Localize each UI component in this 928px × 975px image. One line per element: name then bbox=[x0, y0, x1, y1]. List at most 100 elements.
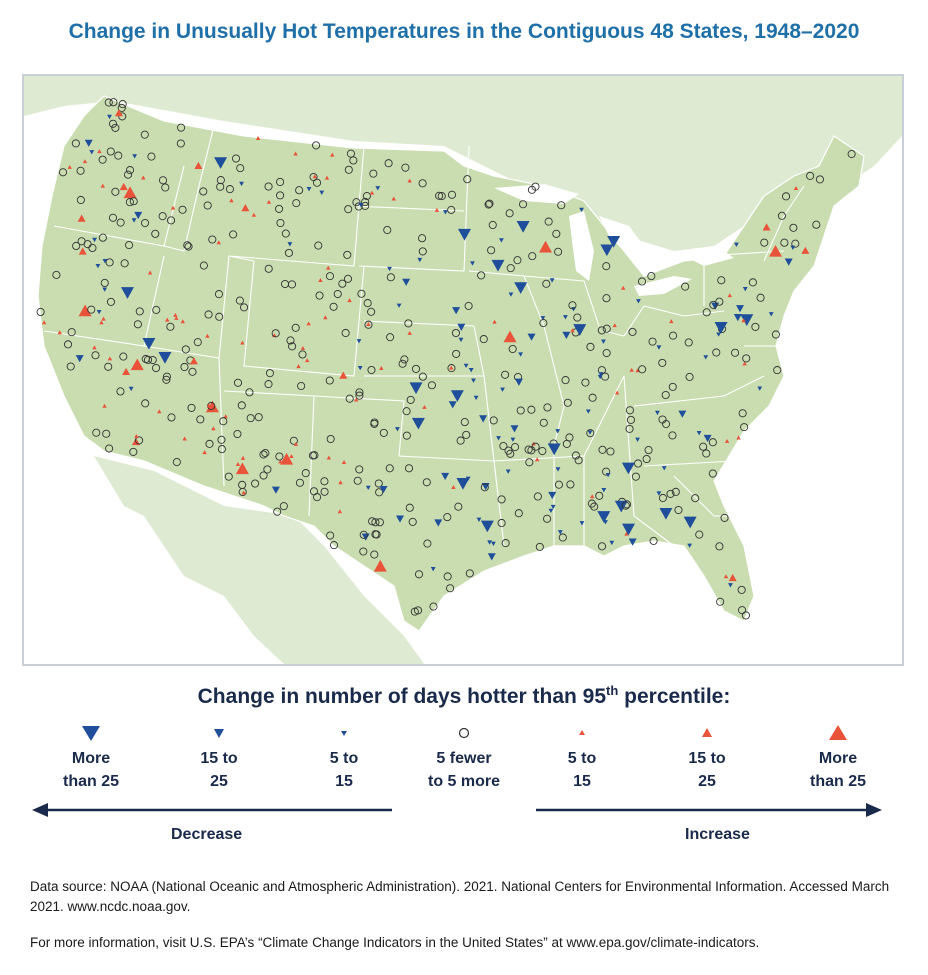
decrease-station-marker bbox=[448, 401, 457, 409]
no-change-station-marker bbox=[371, 530, 380, 539]
increase-station-marker bbox=[255, 136, 261, 140]
increase-station-marker bbox=[122, 367, 131, 376]
decrease-station-marker bbox=[597, 511, 611, 523]
decrease-station-marker bbox=[365, 485, 371, 491]
no-change-station-marker bbox=[114, 151, 123, 160]
no-change-station-marker bbox=[554, 247, 563, 256]
no-change-station-marker bbox=[224, 472, 233, 481]
no-change-station-marker bbox=[386, 333, 395, 342]
decrease-arrow bbox=[32, 800, 394, 825]
decrease-station-marker bbox=[375, 186, 381, 191]
decrease-station-marker bbox=[131, 218, 137, 223]
no-change-station-marker bbox=[148, 355, 157, 365]
decrease-station-marker bbox=[635, 437, 640, 442]
no-change-station-marker bbox=[791, 239, 800, 248]
no-change-station-marker bbox=[501, 539, 510, 548]
no-change-station-marker bbox=[375, 518, 384, 527]
no-change-station-marker bbox=[276, 191, 285, 200]
decrease-station-marker bbox=[550, 504, 556, 510]
legend-label: 5 to 15 bbox=[329, 750, 359, 790]
no-change-station-marker bbox=[374, 479, 383, 488]
increase-station-marker bbox=[235, 462, 249, 475]
no-change-station-marker bbox=[668, 431, 677, 440]
no-change-station-marker bbox=[847, 150, 856, 159]
legend-item-decrease-large: More than 25 bbox=[36, 722, 146, 793]
no-change-station-marker bbox=[497, 518, 506, 528]
decrease-station-marker bbox=[96, 309, 102, 315]
decrease-station-marker bbox=[387, 266, 392, 272]
increase-station-marker bbox=[570, 328, 575, 333]
decrease-station-marker bbox=[510, 437, 516, 442]
no-change-station-marker bbox=[447, 190, 457, 199]
no-change-station-marker bbox=[291, 323, 300, 332]
no-change-station-marker bbox=[363, 299, 372, 308]
no-change-station-marker bbox=[668, 382, 677, 391]
no-change-station-marker bbox=[118, 112, 127, 121]
no-change-station-marker bbox=[133, 320, 142, 329]
no-change-station-marker bbox=[36, 307, 45, 317]
no-change-station-marker bbox=[383, 225, 392, 235]
increase-station-marker bbox=[202, 450, 207, 455]
increase-station-marker bbox=[147, 270, 153, 275]
no-change-station-marker bbox=[413, 606, 423, 615]
no-change-station-marker bbox=[685, 372, 694, 381]
decrease-station-marker bbox=[742, 287, 748, 292]
decrease-station-marker bbox=[357, 365, 363, 371]
decrease-station-marker bbox=[527, 333, 536, 341]
no-change-station-marker bbox=[480, 483, 489, 492]
decrease-station-marker bbox=[271, 486, 280, 494]
decrease-station-marker bbox=[107, 114, 112, 120]
increase-station-marker bbox=[180, 319, 185, 324]
no-change-station-marker bbox=[298, 350, 307, 359]
increase-medium-icon bbox=[652, 722, 762, 744]
no-change-station-marker bbox=[288, 342, 297, 351]
no-change-station-marker bbox=[312, 141, 321, 150]
increase-station-marker bbox=[669, 319, 674, 324]
decrease-station-marker bbox=[628, 538, 637, 546]
increase-station-marker bbox=[99, 320, 104, 325]
us-station-map bbox=[24, 76, 902, 664]
no-change-station-marker bbox=[199, 187, 208, 196]
no-change-station-marker bbox=[402, 407, 411, 416]
increase-station-marker bbox=[341, 459, 347, 464]
legend-item-no-change: 5 fewer to 5 more bbox=[409, 722, 519, 793]
increase-station-marker bbox=[189, 357, 198, 365]
increase-station-marker bbox=[379, 365, 384, 370]
no-change-station-marker bbox=[264, 264, 273, 273]
no-change-station-marker bbox=[217, 435, 226, 444]
decrease-station-marker bbox=[479, 415, 488, 423]
increase-small-icon bbox=[527, 722, 637, 744]
no-change-station-marker bbox=[275, 452, 284, 461]
state-borders bbox=[43, 125, 805, 547]
decrease-station-marker bbox=[757, 386, 763, 391]
no-change-station-marker bbox=[315, 291, 324, 300]
no-change-station-marker bbox=[308, 451, 318, 460]
no-change-station-marker bbox=[597, 326, 606, 335]
increase-station-marker bbox=[620, 285, 626, 290]
no-change-station-marker bbox=[370, 419, 379, 428]
decrease-station-marker bbox=[430, 567, 436, 572]
increase-station-marker bbox=[92, 345, 97, 350]
no-change-station-marker bbox=[429, 602, 438, 611]
decrease-station-marker bbox=[409, 382, 423, 395]
no-change-station-marker bbox=[176, 139, 185, 148]
decrease-station-marker bbox=[579, 207, 584, 213]
no-change-station-marker bbox=[402, 431, 411, 440]
no-change-station-marker bbox=[543, 514, 552, 523]
no-change-station-marker bbox=[87, 305, 96, 314]
increase-station-marker bbox=[741, 318, 746, 323]
no-change-station-marker bbox=[314, 241, 323, 250]
no-change-station-marker bbox=[695, 530, 704, 539]
no-change-station-marker bbox=[271, 329, 280, 338]
no-change-station-marker bbox=[102, 429, 111, 438]
increase-station-marker bbox=[724, 438, 730, 443]
legend-label: More than 25 bbox=[809, 750, 866, 790]
no-change-station-marker bbox=[684, 338, 693, 347]
no-change-station-marker bbox=[233, 429, 242, 439]
increase-station-marker bbox=[293, 151, 298, 156]
decrease-station-marker bbox=[465, 476, 471, 481]
no-change-station-marker bbox=[325, 272, 335, 281]
no-change-station-marker bbox=[535, 542, 544, 551]
no-change-station-marker bbox=[662, 420, 671, 429]
no-change-station-marker bbox=[264, 380, 273, 389]
